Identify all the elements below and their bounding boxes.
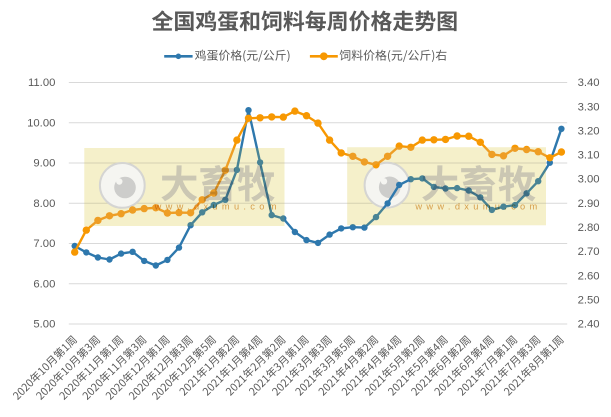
svg-text:www.dxumu.com: www.dxumu.com — [154, 202, 281, 212]
svg-text:3.20: 3.20 — [578, 125, 600, 137]
svg-text:2.50: 2.50 — [578, 294, 600, 306]
svg-text:8.00: 8.00 — [33, 198, 55, 210]
svg-text:3.30: 3.30 — [578, 101, 600, 113]
svg-text:11.00: 11.00 — [28, 77, 55, 89]
svg-text:2.70: 2.70 — [578, 246, 600, 258]
svg-text:7.00: 7.00 — [33, 238, 55, 250]
svg-text:3.40: 3.40 — [578, 77, 600, 89]
svg-text:10.00: 10.00 — [27, 117, 55, 129]
svg-text:2.80: 2.80 — [578, 222, 600, 234]
svg-text:5.00: 5.00 — [33, 319, 55, 331]
svg-text:3.00: 3.00 — [578, 174, 600, 186]
svg-text:2.40: 2.40 — [578, 319, 600, 331]
svg-text:3.10: 3.10 — [578, 150, 600, 162]
svg-text:2.60: 2.60 — [578, 270, 600, 282]
svg-text:9.00: 9.00 — [33, 158, 55, 170]
svg-text:www.dxumu.com: www.dxumu.com — [414, 202, 541, 212]
svg-text:6.00: 6.00 — [33, 278, 55, 290]
svg-text:2.90: 2.90 — [578, 198, 600, 210]
